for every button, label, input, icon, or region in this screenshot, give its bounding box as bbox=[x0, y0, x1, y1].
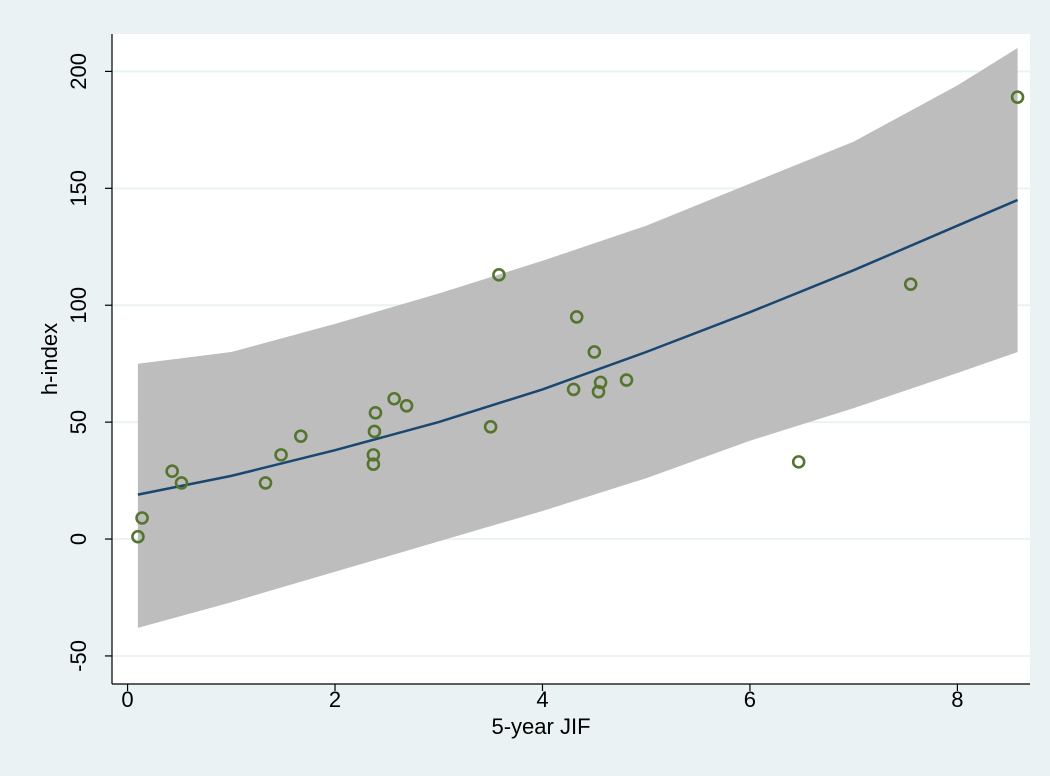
y-tick-label: -50 bbox=[66, 640, 91, 672]
data-point bbox=[1010, 90, 1025, 104]
data-point bbox=[367, 424, 382, 439]
data-point bbox=[791, 455, 806, 469]
x-tick-label: 0 bbox=[121, 687, 133, 712]
data-point bbox=[593, 375, 608, 390]
data-point bbox=[135, 511, 149, 525]
x-tick-label: 4 bbox=[536, 687, 548, 712]
data-point bbox=[903, 277, 918, 291]
data-point bbox=[569, 310, 584, 324]
y-tick-label: 150 bbox=[66, 170, 91, 207]
data-point bbox=[258, 476, 273, 490]
data-point bbox=[274, 448, 288, 462]
y-tick-label: 100 bbox=[66, 287, 91, 324]
data-point bbox=[366, 448, 381, 462]
data-points bbox=[131, 90, 1025, 544]
x-tick-label: 6 bbox=[744, 687, 756, 712]
y-axis-label: h-index bbox=[37, 323, 62, 395]
data-point bbox=[368, 405, 383, 420]
data-point bbox=[566, 382, 581, 397]
x-tick-label: 2 bbox=[329, 687, 341, 712]
y-tick-label: 200 bbox=[66, 53, 91, 90]
y-tick-label: 0 bbox=[66, 533, 91, 545]
data-point bbox=[619, 373, 634, 387]
data-point bbox=[387, 391, 401, 406]
data-point bbox=[483, 420, 498, 434]
y-tick-label: 50 bbox=[66, 410, 91, 434]
axes: -50 0 50 100 150 200 0 2 4 6 8 bbox=[66, 34, 1030, 712]
data-point bbox=[366, 457, 381, 472]
data-point bbox=[174, 476, 189, 490]
confidence-band bbox=[137, 48, 1018, 628]
data-point bbox=[399, 398, 414, 413]
fit-line bbox=[137, 198, 1019, 496]
x-tick-label: 8 bbox=[951, 687, 963, 712]
data-point bbox=[587, 345, 602, 359]
data-point bbox=[165, 464, 179, 479]
x-axis-label: 5-year JIF bbox=[491, 714, 590, 739]
data-point bbox=[131, 529, 145, 544]
data-point bbox=[293, 429, 308, 443]
data-point bbox=[492, 268, 506, 282]
